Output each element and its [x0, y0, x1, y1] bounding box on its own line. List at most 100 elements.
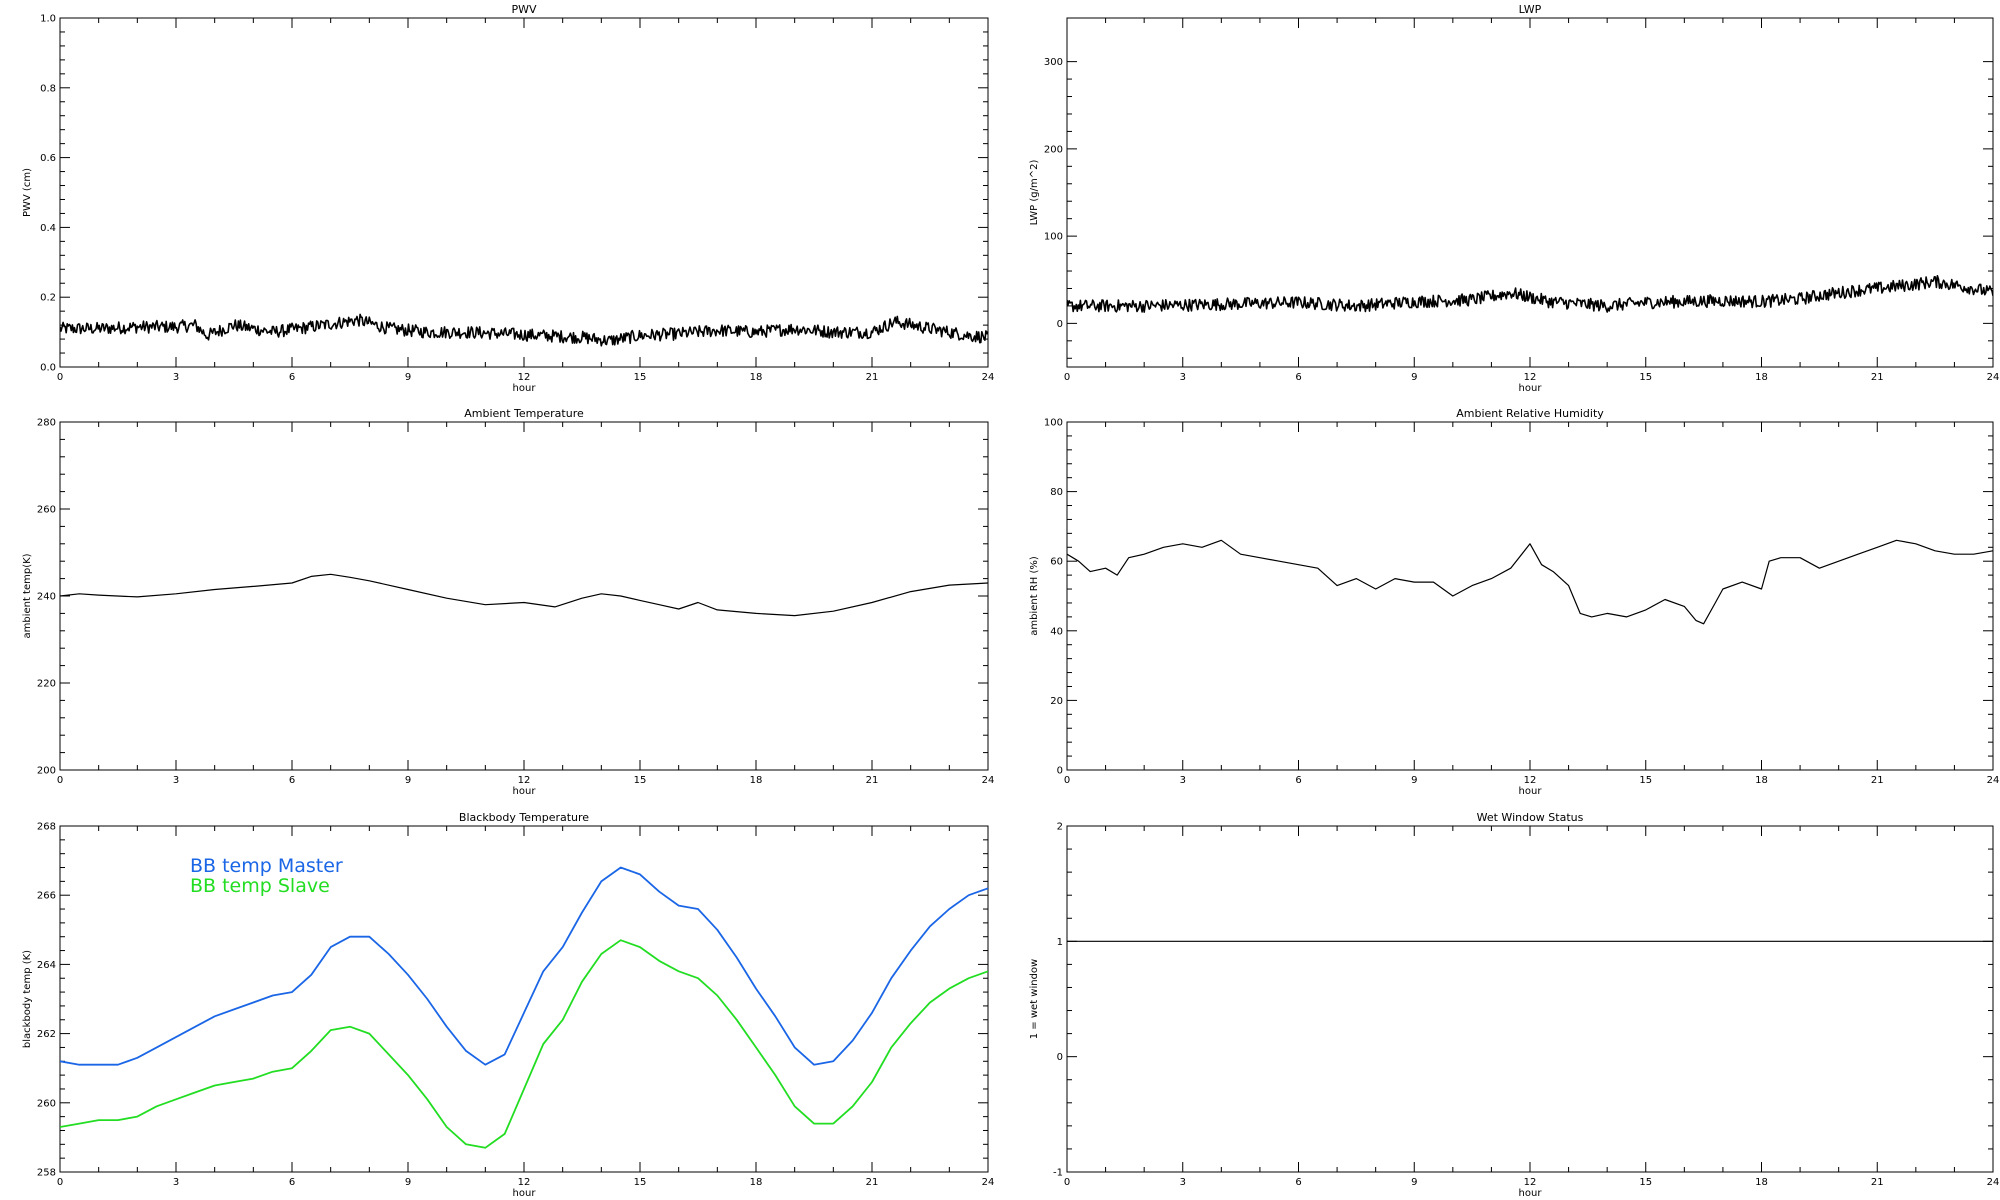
chart-ambient-temperature-ytick-label: 260 [37, 505, 56, 516]
chart-ambient-relative-humidity-xtick-label: 24 [1987, 775, 2000, 786]
chart-pwv-xtick-label: 24 [982, 372, 995, 383]
chart-ambient-temperature-xtick-label: 15 [634, 775, 647, 786]
chart-pwv-xtick-label: 15 [634, 372, 647, 383]
chart-ambient-relative-humidity-ytick-label: 100 [1044, 418, 1063, 429]
chart-wet-window-status-xtick-label: 15 [1639, 1177, 1652, 1188]
chart-wet-window-status-frame [1066, 825, 1994, 1173]
chart-blackbody-temperature: Blackbody Temperature 0 3 6 9 12 15 18 21 24 258 26… [22, 811, 994, 1199]
chart-blackbody-temperature-xtick-label: 15 [634, 1177, 647, 1188]
chart-ambient-relative-humidity-xtick-label: 6 [1295, 775, 1301, 786]
chart-blackbody-temperature-series-bb-temp-master [60, 866, 988, 1066]
chart-wet-window-status-xtick-label: 24 [1987, 1177, 2000, 1188]
chart-wet-window-status-xtick-label: 6 [1295, 1177, 1301, 1188]
chart-ambient-relative-humidity-ytick-label: 0 [1057, 766, 1063, 777]
chart-wet-window-status-ytick-label: -1 [1053, 1168, 1063, 1179]
chart-ambient-relative-humidity-xtick-label: 15 [1639, 775, 1652, 786]
chart-lwp-ylabel: LWP (g/m^2) [1029, 160, 1040, 226]
chart-blackbody-temperature-ytick-label: 258 [37, 1168, 56, 1179]
chart-wet-window-status-ytick-label: 2 [1057, 822, 1063, 833]
chart-lwp-xtick-label: 6 [1295, 372, 1301, 383]
chart-wet-window-status-ylabel: 1 = wet window [1029, 959, 1040, 1039]
chart-lwp-xtick-label: 15 [1639, 372, 1652, 383]
chart-blackbody-temperature-title: Blackbody Temperature [459, 811, 589, 824]
chart-ambient-relative-humidity-xtick-label: 18 [1755, 775, 1768, 786]
chart-ambient-relative-humidity-frame [1066, 421, 1994, 771]
chart-pwv-ytick-label: 0.0 [40, 363, 56, 374]
chart-blackbody-temperature-series-bb-temp-slave [60, 939, 988, 1149]
chart-pwv-ytick-label: 1.0 [40, 14, 56, 25]
chart-pwv-ylabel: PWV (cm) [22, 168, 33, 217]
chart-pwv: PWV 0 3 6 9 12 15 18 21 24 0.0 0.2 0.4 0.6 0.8 1.0 hour P… [22, 3, 994, 394]
chart-blackbody-temperature-xtick-label: 21 [866, 1177, 879, 1188]
chart-ambient-temperature-title: Ambient Temperature [464, 407, 584, 420]
chart-ambient-relative-humidity-ytick-label: 60 [1050, 557, 1063, 568]
chart-ambient-temperature-xtick-label: 24 [982, 775, 995, 786]
chart-wet-window-status-xtick-label: 21 [1871, 1177, 1884, 1188]
chart-pwv-xtick-label: 6 [289, 372, 295, 383]
chart-pwv-xlabel: hour [513, 383, 537, 394]
chart-lwp-ytick-label: 100 [1044, 232, 1063, 243]
chart-pwv-ytick-label: 0.4 [40, 223, 56, 234]
chart-blackbody-temperature-ytick-label: 264 [37, 960, 56, 971]
chart-ambient-relative-humidity-title: Ambient Relative Humidity [1456, 407, 1604, 420]
chart-ambient-temperature-xtick-label: 0 [57, 775, 63, 786]
chart-ambient-relative-humidity-ylabel: ambient RH (%) [1029, 556, 1040, 636]
chart-blackbody-temperature-legend-bb-temp-slave: BB temp Slave [190, 875, 330, 897]
chart-lwp-xtick-label: 24 [1987, 372, 2000, 383]
chart-wet-window-status-xlabel: hour [1519, 1188, 1543, 1199]
chart-ambient-temperature-xtick-label: 18 [750, 775, 763, 786]
chart-pwv-frame [59, 17, 989, 368]
chart-pwv-xtick-label: 3 [173, 372, 179, 383]
chart-lwp-xtick-label: 3 [1180, 372, 1186, 383]
chart-ambient-temperature-series-1 [60, 573, 988, 617]
chart-ambient-relative-humidity-xtick-label: 9 [1411, 775, 1417, 786]
chart-pwv-xtick-label: 0 [57, 372, 63, 383]
chart-blackbody-temperature-ytick-label: 268 [37, 822, 56, 833]
chart-ambient-temperature-frame [59, 421, 989, 771]
chart-lwp-ytick-label: 200 [1044, 144, 1063, 155]
chart-ambient-relative-humidity-xlabel: hour [1519, 786, 1543, 797]
chart-ambient-temperature-ytick-label: 240 [37, 592, 56, 603]
chart-ambient-relative-humidity-series-1 [1067, 539, 1993, 625]
chart-pwv-ytick-label: 0.8 [40, 83, 56, 94]
chart-blackbody-temperature-xtick-label: 0 [57, 1177, 63, 1188]
chart-wet-window-status-ytick-label: 0 [1057, 1052, 1063, 1063]
chart-ambient-temperature-xtick-label: 9 [405, 775, 411, 786]
chart-pwv-series-1 [60, 313, 988, 347]
chart-blackbody-temperature-legend-bb-temp-master: BB temp Master [190, 855, 343, 877]
chart-blackbody-temperature-ytick-label: 266 [37, 891, 56, 902]
chart-ambient-relative-humidity-ytick-label: 80 [1050, 487, 1063, 498]
chart-blackbody-temperature-ylabel: blackbody temp (K) [22, 950, 33, 1048]
chart-ambient-temperature-xtick-label: 3 [173, 775, 179, 786]
chart-lwp-series-1 [1067, 275, 1993, 313]
chart-ambient-relative-humidity-xtick-label: 21 [1871, 775, 1884, 786]
chart-ambient-relative-humidity: Ambient Relative Humidity 0 3 6 9 12 15 18 21 24 0… [1029, 407, 1999, 797]
chart-ambient-temperature: Ambient Temperature 0 3 6 9 12 15 18 21 24 200 220 2… [22, 407, 994, 797]
chart-wet-window-status-xtick-label: 18 [1755, 1177, 1768, 1188]
chart-lwp-xtick-label: 9 [1411, 372, 1417, 383]
chart-pwv-xtick-label: 12 [518, 372, 531, 383]
chart-wet-window-status-title: Wet Window Status [1477, 811, 1584, 824]
chart-wet-window-status-xtick-label: 9 [1411, 1177, 1417, 1188]
chart-pwv-title: PWV [511, 3, 537, 16]
chart-lwp-xtick-label: 0 [1064, 372, 1070, 383]
chart-blackbody-temperature-xtick-label: 12 [518, 1177, 531, 1188]
chart-blackbody-temperature-xtick-label: 6 [289, 1177, 295, 1188]
chart-ambient-temperature-xtick-label: 21 [866, 775, 879, 786]
chart-pwv-xtick-label: 9 [405, 372, 411, 383]
chart-ambient-temperature-ytick-label: 280 [37, 418, 56, 429]
chart-lwp-ytick-label: 300 [1044, 57, 1063, 68]
chart-ambient-temperature-ytick-label: 220 [37, 679, 56, 690]
chart-lwp: LWP 0 3 6 9 12 15 18 21 24 0 100 200 300 hour LWP (g/m^… [1029, 3, 1999, 394]
chart-blackbody-temperature-ytick-label: 262 [37, 1029, 56, 1040]
chart-pwv-xtick-label: 21 [866, 372, 879, 383]
chart-blackbody-temperature-xtick-label: 24 [982, 1177, 995, 1188]
chart-lwp-xtick-label: 18 [1755, 372, 1768, 383]
chart-ambient-temperature-xlabel: hour [513, 786, 537, 797]
chart-ambient-relative-humidity-ytick-label: 40 [1050, 626, 1063, 637]
chart-wet-window-status-ytick-label: 1 [1057, 937, 1063, 948]
chart-lwp-ytick-label: 0 [1057, 319, 1063, 330]
chart-blackbody-temperature-ytick-label: 260 [37, 1098, 56, 1109]
chart-ambient-relative-humidity-xtick-label: 3 [1180, 775, 1186, 786]
